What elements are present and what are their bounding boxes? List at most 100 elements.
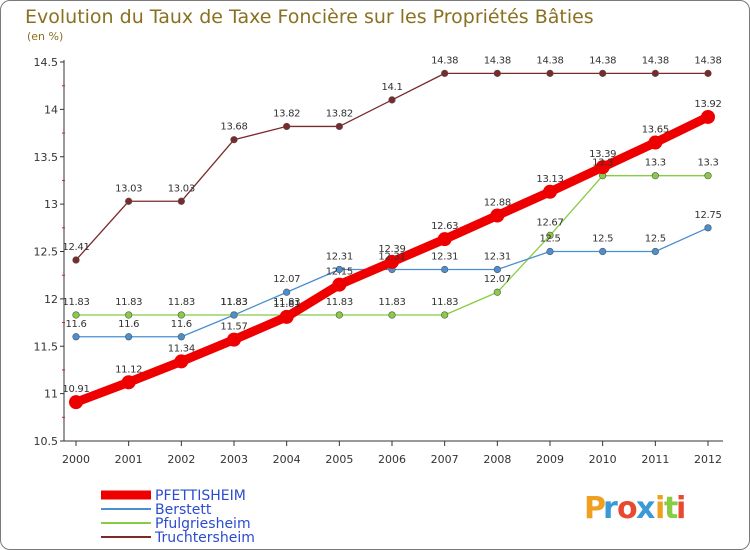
y-tick-label: 11 [44, 388, 58, 401]
data-point-pfettisheim [332, 277, 347, 292]
data-point-truchtersheim [177, 197, 185, 205]
data-label-pfulgriesheim: 11.83 [431, 297, 458, 308]
data-label-berstett: 11.6 [118, 319, 139, 330]
data-point-berstett [493, 265, 501, 274]
data-point-berstett [283, 288, 291, 296]
data-label-pfettisheim: 13.13 [536, 174, 563, 185]
data-point-truchtersheim [599, 69, 607, 77]
data-label-truchtersheim: 12.41 [62, 242, 89, 253]
data-label-pfulgriesheim: 12.67 [536, 217, 563, 228]
x-tick-label: 2011 [641, 453, 669, 466]
legend-label-pfulgriesheim: Pfulgriesheim [155, 516, 251, 532]
data-label-pfettisheim: 13.39 [589, 149, 616, 160]
data-point-berstett [177, 333, 185, 341]
brand-letter: o [617, 491, 638, 526]
data-label-truchtersheim: 13.82 [273, 108, 300, 119]
data-point-berstett [125, 333, 133, 341]
data-label-truchtersheim: 13.82 [326, 108, 353, 119]
y-tick-label: 13.5 [34, 151, 59, 164]
x-tick-label: 2007 [431, 453, 459, 466]
data-label-berstett: 12.31 [378, 252, 405, 263]
data-label-truchtersheim: 14.38 [694, 55, 721, 66]
data-label-pfettisheim: 11.81 [273, 299, 300, 310]
data-label-pfettisheim: 10.91 [62, 384, 89, 395]
data-label-pfulgriesheim: 11.83 [168, 297, 195, 308]
x-tick-label: 2009 [536, 453, 564, 466]
data-label-pfulgriesheim: 12.07 [484, 274, 511, 285]
data-point-pfulgriesheim [493, 288, 501, 296]
data-label-pfulgriesheim: 11.83 [62, 297, 89, 308]
data-point-pfettisheim [227, 332, 241, 347]
data-point-berstett [546, 247, 554, 256]
legend: PFETTISHEIMBerstettPfulgriesheimTruchter… [101, 488, 255, 546]
x-tick-label: 2004 [273, 453, 301, 466]
data-point-truchtersheim [651, 69, 659, 77]
data-point-truchtersheim [283, 122, 291, 131]
data-label-truchtersheim: 13.03 [115, 183, 142, 194]
y-tick-label: 10.5 [34, 435, 59, 448]
data-point-berstett [72, 333, 80, 341]
data-label-pfettisheim: 12.15 [326, 267, 353, 278]
data-point-pfettisheim [543, 184, 557, 199]
y-tick-label: 14 [44, 103, 58, 116]
data-point-berstett [230, 311, 238, 319]
data-label-pfettisheim: 11.12 [115, 364, 142, 375]
data-label-berstett: 12.07 [273, 274, 300, 285]
data-labels-layer: 10.91 11.12 11.34 11.57 11.81 12.15 12.39 12.63… [62, 55, 721, 395]
data-label-truchtersheim: 13.68 [220, 122, 247, 133]
brand-letter: x [636, 491, 655, 526]
data-point-pfettisheim [648, 135, 663, 150]
series-layer [69, 69, 715, 410]
data-point-berstett [599, 247, 607, 256]
data-label-pfettisheim: 13.65 [642, 125, 669, 136]
data-label-pfulgriesheim: 13.3 [645, 158, 666, 169]
data-label-berstett: 12.31 [431, 252, 458, 263]
data-label-berstett: 12.31 [326, 252, 353, 263]
x-tick-label: 2012 [694, 453, 722, 466]
data-label-berstett: 12.31 [484, 252, 511, 263]
data-point-pfulgriesheim [125, 311, 133, 319]
data-label-berstett: 11.83 [220, 297, 247, 308]
data-point-pfulgriesheim [335, 311, 343, 319]
data-point-truchtersheim [493, 69, 501, 77]
data-point-berstett [651, 247, 659, 256]
y-tick-label: 11.5 [34, 340, 59, 353]
data-label-berstett: 11.6 [171, 319, 192, 330]
y-tick-label: 13 [44, 198, 58, 211]
data-point-berstett [335, 265, 343, 274]
x-tick-label: 2010 [589, 453, 617, 466]
y-tick-label: 14.5 [34, 56, 59, 69]
data-point-pfulgriesheim [704, 172, 712, 180]
data-point-truchtersheim [388, 96, 396, 104]
data-point-pfulgriesheim [72, 311, 80, 319]
data-point-pfettisheim [490, 208, 505, 223]
data-point-truchtersheim [546, 69, 554, 77]
data-point-truchtersheim [441, 69, 449, 77]
data-point-pfettisheim [174, 354, 189, 369]
brand-letter: P [584, 491, 606, 526]
x-tick-label: 2005 [325, 453, 353, 466]
data-label-berstett: 12.5 [645, 234, 666, 245]
data-label-pfulgriesheim: 11.83 [220, 297, 247, 308]
data-point-pfettisheim [279, 309, 294, 324]
data-label-pfulgriesheim: 13.3 [592, 158, 613, 169]
data-label-truchtersheim: 14.38 [431, 55, 458, 66]
data-point-pfulgriesheim [546, 231, 554, 239]
brand-letter: t [664, 491, 678, 526]
data-label-berstett: 12.5 [592, 234, 613, 245]
data-point-pfettisheim [121, 375, 136, 390]
data-point-berstett [441, 265, 449, 274]
legend-label-berstett: Berstett [155, 502, 212, 518]
data-point-pfettisheim [385, 254, 399, 269]
y-tick-label: 12.5 [34, 246, 59, 259]
data-label-pfulgriesheim: 11.83 [326, 297, 353, 308]
data-point-truchtersheim [704, 69, 712, 77]
data-label-truchtersheim: 13.03 [168, 183, 195, 194]
data-label-pfettisheim: 11.57 [220, 322, 247, 333]
data-point-berstett [704, 224, 712, 232]
data-point-pfulgriesheim [388, 311, 396, 319]
x-tick-label: 2000 [62, 453, 90, 466]
data-label-berstett: 12.75 [694, 210, 721, 221]
